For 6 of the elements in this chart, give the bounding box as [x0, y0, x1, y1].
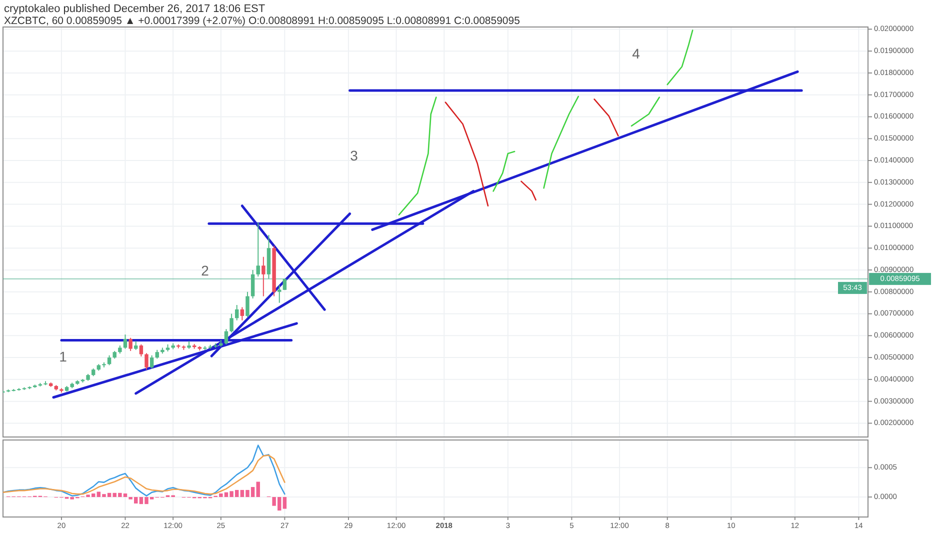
annotation: 2: [201, 262, 210, 279]
annotation: 1: [59, 348, 68, 365]
chart-subtitle: cryptokaleo published December 26, 2017 18:06 EST: [4, 3, 266, 15]
chart-title: XZCBTC, 60 0.00859095 ▲ +0.00017399 (+2.07%) O:0.00808991 H:0.00859095 L:0.00808991 C:0.00859095: [4, 15, 520, 27]
annotation: 4: [632, 46, 640, 62]
annotation: 3: [350, 148, 358, 164]
